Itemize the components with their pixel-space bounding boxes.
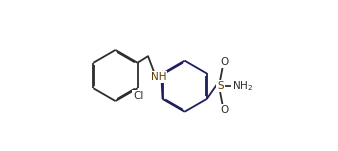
Text: O: O [221,105,229,115]
Text: O: O [221,57,229,67]
Text: S: S [217,81,224,91]
Text: NH: NH [151,72,166,82]
Text: Cl: Cl [133,91,144,101]
Text: NH$_2$: NH$_2$ [233,79,254,93]
